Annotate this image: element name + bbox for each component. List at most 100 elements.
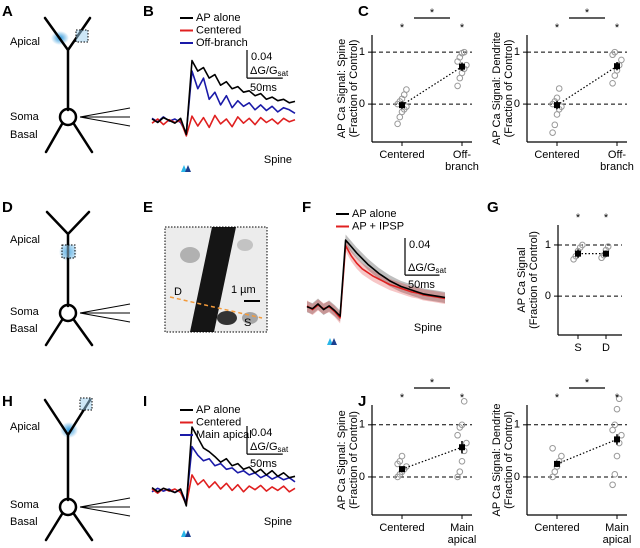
- neuron-diagram: [43, 397, 131, 542]
- unit-text: ΔG/G: [408, 262, 436, 274]
- x-tick-label: Main apical: [603, 522, 632, 546]
- data-point: [555, 85, 563, 92]
- unit-subscript: sat: [278, 69, 289, 78]
- significance-star: *: [604, 212, 609, 224]
- scale-bar-label: 50ms: [408, 279, 435, 291]
- x-tick-label: D: [602, 342, 610, 354]
- panel-label: J: [358, 393, 366, 410]
- x-tick-label: Centered: [534, 522, 579, 534]
- mean-marker: [614, 63, 620, 70]
- significance-star: *: [555, 22, 560, 34]
- significance-star: *: [430, 377, 435, 389]
- data-point: [463, 439, 470, 447]
- data-point: [549, 444, 556, 452]
- image-label: S: [244, 317, 251, 329]
- trace: [151, 445, 296, 504]
- dendrite-image: [164, 226, 268, 333]
- significance-star: *: [460, 22, 465, 34]
- data-point: [403, 86, 410, 93]
- annotation: Spine: [264, 154, 292, 166]
- data-point: [579, 241, 586, 249]
- y-tick-label: 0: [359, 98, 365, 110]
- mean-marker: [603, 250, 609, 257]
- diagram-label: Apical: [10, 421, 40, 433]
- mean-marker: [554, 102, 560, 109]
- trace: [151, 114, 296, 137]
- data-point: [398, 452, 406, 460]
- data-point: [558, 452, 565, 460]
- mean-marker: [554, 460, 560, 467]
- legend-label: AP + IPSP: [352, 220, 404, 232]
- significance-star: *: [585, 377, 590, 389]
- image-label: D: [174, 286, 182, 298]
- x-tick-label: Off-branch: [600, 149, 634, 173]
- data-point: [454, 431, 461, 439]
- significance-star: *: [585, 7, 590, 19]
- y-axis-label: (Fraction of Control): [528, 231, 540, 329]
- significance-star: *: [555, 392, 560, 404]
- data-point: [615, 395, 623, 403]
- mean-connector: [401, 66, 463, 106]
- y-tick-label: 1: [514, 419, 520, 431]
- diagram-label: Apical: [10, 36, 40, 48]
- y-tick-label: 0: [359, 471, 365, 483]
- mean-marker: [614, 436, 620, 443]
- y-axis-label: AP Ca Signal: Spine: [336, 410, 348, 509]
- data-point: [611, 471, 619, 478]
- scale-bar-unit: ΔG/Gsat: [250, 65, 289, 78]
- mean-connector: [556, 65, 618, 106]
- significance-star: *: [576, 212, 581, 224]
- neuron-diagram: [43, 16, 131, 154]
- unit-subscript: sat: [278, 445, 289, 454]
- label-line: branch: [600, 161, 634, 173]
- x-tick-label: Off-branch: [445, 149, 479, 173]
- panel-label: F: [302, 199, 311, 216]
- scale-bar-label: 0.04: [409, 239, 430, 251]
- data-point: [456, 468, 464, 476]
- scale-bar-label: 0.04: [251, 427, 272, 439]
- scale-bar-label: 50ms: [250, 458, 277, 470]
- y-axis-label: (Fraction of Control): [503, 411, 515, 509]
- significance-star: *: [400, 392, 405, 404]
- scale-bar-unit: ΔG/Gsat: [250, 441, 289, 454]
- diagram-label: Soma: [10, 306, 40, 318]
- unit-text: ΔG/G: [250, 441, 278, 453]
- panel-label: G: [487, 199, 499, 216]
- data-point: [618, 431, 625, 439]
- y-axis-label: AP Ca Signal: Dendrite: [491, 404, 503, 517]
- y-axis-label: (Fraction of Control): [503, 40, 515, 138]
- data-point: [604, 243, 612, 250]
- x-tick-label: Centered: [379, 149, 424, 161]
- diagram-label: Soma: [10, 111, 40, 123]
- x-tick-label: S: [574, 342, 581, 354]
- significance-star: *: [615, 392, 620, 404]
- data-point: [458, 421, 466, 429]
- neuron-diagram: [44, 210, 131, 347]
- data-point: [609, 80, 616, 87]
- data-point: [551, 121, 559, 129]
- data-point: [611, 48, 619, 56]
- trace: [306, 239, 446, 317]
- trace: [151, 59, 296, 136]
- mean-marker: [575, 250, 581, 257]
- label-line: Off-: [608, 149, 626, 161]
- significance-star: *: [615, 22, 620, 34]
- x-tick-label: Centered: [534, 149, 579, 161]
- diagram-label: Basal: [10, 129, 38, 141]
- mean-marker: [459, 63, 465, 70]
- diagram-label: Basal: [10, 516, 38, 528]
- panel-label: E: [143, 199, 153, 216]
- y-axis-label: AP Ca Signal: Dendrite: [491, 32, 503, 145]
- scale-bar-label: 50ms: [250, 82, 277, 94]
- y-axis-label: (Fraction of Control): [348, 40, 360, 138]
- significance-star: *: [430, 7, 435, 19]
- legend-label: Off-branch: [196, 37, 248, 49]
- label-line: apical: [448, 534, 477, 546]
- data-point: [458, 458, 466, 465]
- diagram-label: Apical: [10, 234, 40, 246]
- stimulus-marker: [331, 338, 337, 345]
- legend-label: AP alone: [196, 12, 240, 24]
- stimulus-marker: [181, 530, 187, 537]
- data-point: [460, 48, 468, 56]
